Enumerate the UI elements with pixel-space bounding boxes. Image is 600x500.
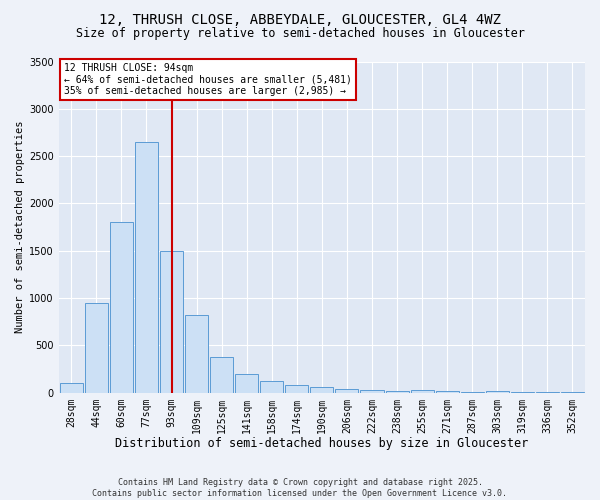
Bar <box>235 374 258 392</box>
Bar <box>410 390 434 392</box>
Bar <box>210 357 233 392</box>
Bar <box>361 390 383 392</box>
Bar <box>260 382 283 392</box>
Text: Contains HM Land Registry data © Crown copyright and database right 2025.
Contai: Contains HM Land Registry data © Crown c… <box>92 478 508 498</box>
Bar <box>386 391 409 392</box>
Text: 12, THRUSH CLOSE, ABBEYDALE, GLOUCESTER, GL4 4WZ: 12, THRUSH CLOSE, ABBEYDALE, GLOUCESTER,… <box>99 12 501 26</box>
Bar <box>160 251 183 392</box>
Bar <box>185 315 208 392</box>
X-axis label: Distribution of semi-detached houses by size in Gloucester: Distribution of semi-detached houses by … <box>115 437 529 450</box>
Text: 12 THRUSH CLOSE: 94sqm
← 64% of semi-detached houses are smaller (5,481)
35% of : 12 THRUSH CLOSE: 94sqm ← 64% of semi-det… <box>64 63 352 96</box>
Y-axis label: Number of semi-detached properties: Number of semi-detached properties <box>15 121 25 334</box>
Bar <box>85 303 108 392</box>
Bar <box>486 391 509 392</box>
Bar <box>335 389 358 392</box>
Bar <box>135 142 158 393</box>
Bar <box>286 385 308 392</box>
Bar <box>436 391 459 392</box>
Bar <box>110 222 133 392</box>
Bar <box>60 384 83 392</box>
Text: Size of property relative to semi-detached houses in Gloucester: Size of property relative to semi-detach… <box>76 28 524 40</box>
Bar <box>310 387 334 392</box>
